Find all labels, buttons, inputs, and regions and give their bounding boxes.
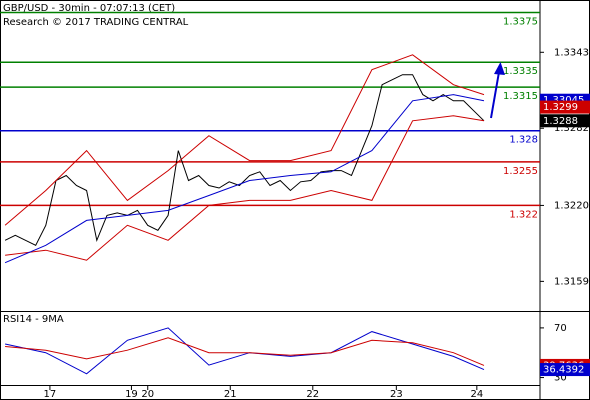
x-tick-label: 21 bbox=[224, 389, 237, 400]
price-tag-label: 1.3299 bbox=[543, 102, 578, 113]
chart-title: GBP/USD - 30min - 07:07:13 (CET) bbox=[3, 3, 175, 14]
price-tag-label: 36.4392 bbox=[543, 365, 584, 376]
y-tick-label: 1.3343 bbox=[554, 47, 589, 58]
series-line bbox=[5, 115, 485, 261]
series-line bbox=[5, 337, 485, 366]
y-tick-label: 1.3159 bbox=[554, 276, 589, 287]
y-tick-label: 70 bbox=[554, 323, 567, 334]
level-label: 1.3315 bbox=[503, 91, 538, 102]
chart-subtitle: Research © 2017 TRADING CENTRAL bbox=[3, 17, 189, 28]
arrow bbox=[490, 62, 505, 119]
series-line bbox=[4, 54, 485, 226]
panel-title: RSI14 - 9MA bbox=[3, 314, 64, 325]
y-tick-label: 1.3282 bbox=[554, 123, 589, 134]
x-tick-label: 17 bbox=[44, 389, 57, 400]
level-label: 1.3255 bbox=[503, 166, 538, 177]
level-label: 1.322 bbox=[509, 209, 538, 220]
x-tick-label: 19 bbox=[125, 389, 138, 400]
x-tick-label: 20 bbox=[141, 389, 154, 400]
y-tick-label: 1.3220 bbox=[554, 200, 589, 211]
series-line bbox=[4, 94, 485, 264]
level-label: 1.328 bbox=[509, 135, 538, 146]
y-tick-label: 30 bbox=[554, 373, 567, 384]
price-tag bbox=[540, 100, 590, 114]
x-tick-label: 23 bbox=[390, 389, 403, 400]
series-line bbox=[4, 74, 485, 246]
x-tick-label: 24 bbox=[470, 389, 483, 400]
x-tick-label: 22 bbox=[306, 389, 319, 400]
level-label: 1.3335 bbox=[503, 66, 538, 77]
price-tag bbox=[540, 363, 590, 377]
price-tag bbox=[540, 114, 590, 128]
price-tag-label: 1.3288 bbox=[543, 116, 578, 127]
level-label: 1.3375 bbox=[503, 16, 538, 27]
